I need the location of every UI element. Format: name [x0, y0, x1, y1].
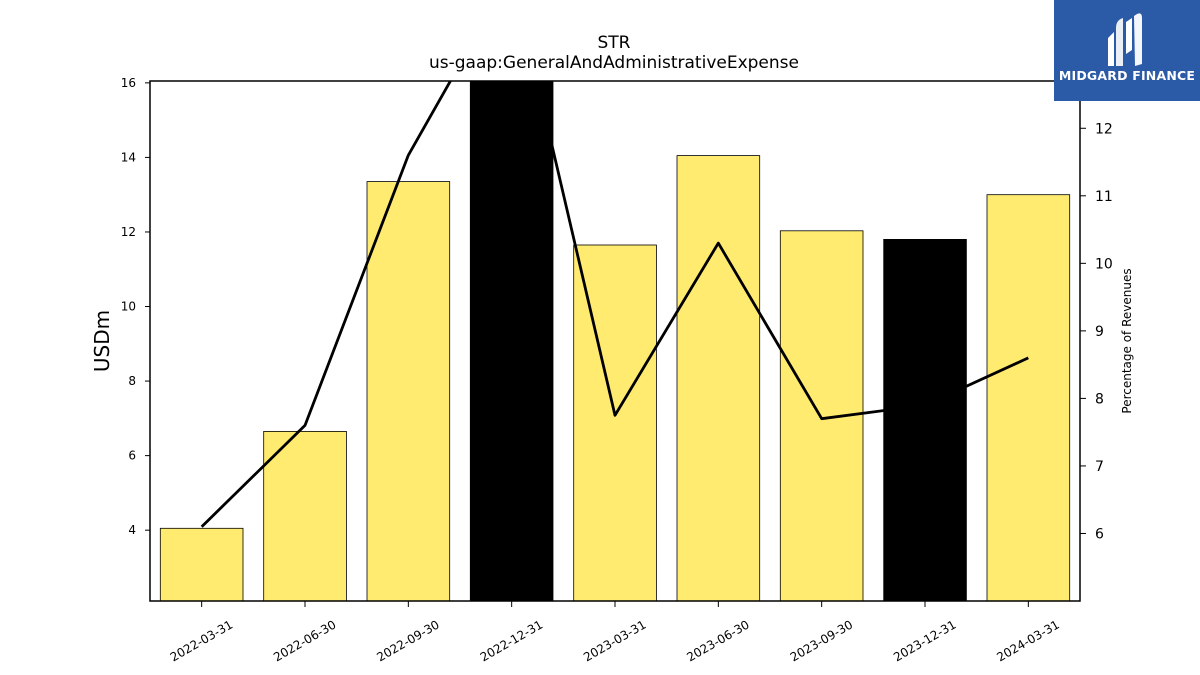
- x-tick-label: 2022-03-31: [168, 617, 235, 664]
- bar: [366, 181, 451, 602]
- y-tick-label-right: 12: [1095, 121, 1113, 137]
- y-tick-label-right: 9: [1095, 324, 1104, 340]
- chart-title: STR: [598, 33, 631, 53]
- revenue-percentage-line: [200, 81, 1029, 528]
- y-tick-label-right: 6: [1095, 526, 1104, 542]
- bar: [883, 238, 967, 602]
- logo: MIDGARD FINANCE: [1054, 0, 1200, 101]
- logo-mark-icon: [1108, 13, 1142, 66]
- chart-subtitle: us-gaap:GeneralAndAdministrativeExpense: [429, 53, 799, 73]
- x-axis: 2022-03-31 2022-06-30 2022-09-30 2022-12-31…: [168, 601, 1062, 664]
- x-tick-label: 2023-09-30: [788, 617, 855, 664]
- y-axis-label: USDm: [90, 310, 114, 372]
- x-tick-label: 2024-03-31: [994, 617, 1061, 664]
- bars-group: [159, 80, 1071, 602]
- y-axis-left: 4 6 8 10 12 14 16: [121, 76, 150, 537]
- y-tick-label: 10: [121, 300, 136, 314]
- bar: [263, 430, 347, 602]
- logo-text: MIDGARD FINANCE: [1058, 68, 1196, 83]
- bar: [676, 155, 761, 602]
- bar: [986, 194, 1071, 602]
- x-tick-label: 2022-09-30: [374, 617, 441, 664]
- x-tick-label: 2022-06-30: [271, 617, 338, 664]
- line-group: [200, 81, 1029, 528]
- y-tick-label-right: 10: [1095, 256, 1113, 272]
- x-tick-label: 2023-12-31: [891, 617, 958, 664]
- y-tick-label: 12: [121, 225, 136, 239]
- y-tick-label-right: 8: [1095, 391, 1104, 407]
- y-tick-label: 14: [121, 150, 136, 164]
- y-axis-label-right: Percentage of Revenues: [1120, 268, 1134, 413]
- bar: [573, 244, 657, 602]
- y-tick-label-right: 7: [1095, 459, 1104, 475]
- y-tick-label-right: 11: [1095, 189, 1113, 205]
- y-tick-label: 6: [128, 449, 136, 463]
- y-axis-right: 6 7 8 9 10 11 12: [1080, 121, 1113, 542]
- x-tick-label: 2023-03-31: [581, 617, 648, 664]
- y-tick-label: 4: [128, 523, 136, 537]
- x-tick-label: 2023-06-30: [684, 617, 751, 664]
- bar: [159, 527, 244, 602]
- y-tick-label: 16: [121, 76, 136, 90]
- y-tick-label: 8: [128, 374, 136, 388]
- x-tick-label: 2022-12-31: [478, 617, 545, 664]
- bar: [469, 80, 554, 602]
